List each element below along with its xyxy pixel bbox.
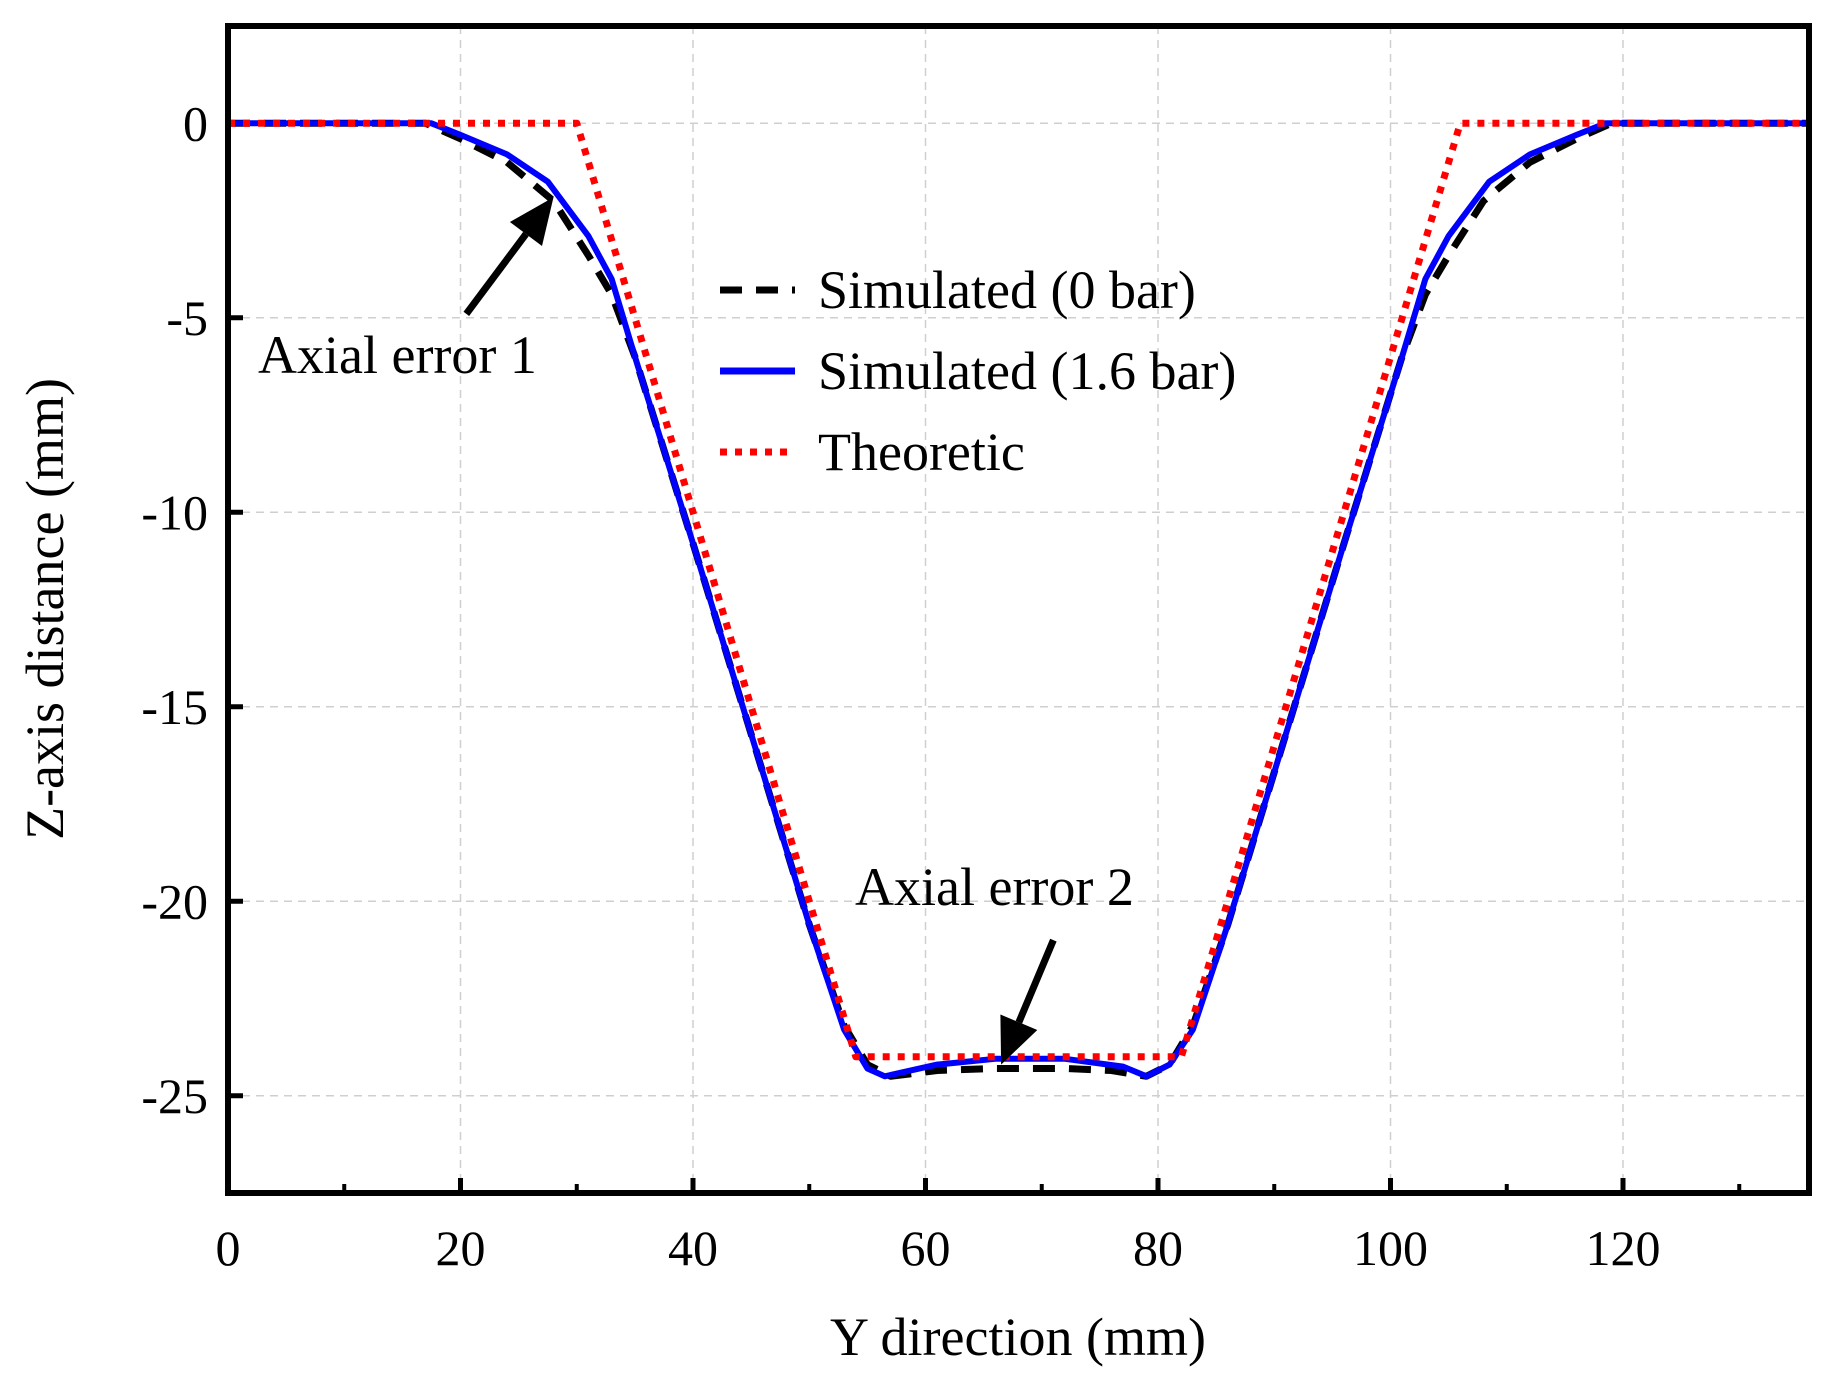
annotation-arrow-head-1 — [509, 197, 554, 246]
grid-lines — [228, 26, 1809, 1193]
series-layer — [228, 119, 1809, 1080]
plot-frame — [225, 23, 1812, 1196]
y-tick-label: -15 — [141, 679, 208, 735]
x-tick-label: 100 — [1353, 1220, 1428, 1276]
legend-label-series-0: Simulated (0 bar) — [818, 260, 1196, 320]
x-tick-labels: 0 20 40 60 80 100 120 — [216, 1220, 1661, 1276]
x-tick-label: 20 — [436, 1220, 486, 1276]
y-tick-label: 0 — [183, 95, 208, 151]
series-line-2 — [228, 119, 1809, 1061]
series-line-1 — [228, 120, 1809, 1080]
x-tick-label: 60 — [901, 1220, 951, 1276]
y-tick-label: -20 — [141, 873, 208, 929]
annotation-arrow-head-2 — [1000, 1014, 1038, 1065]
series-line-0 — [228, 119, 1809, 1080]
legend-label-series-2: Theoretic — [818, 422, 1025, 482]
x-tick-label: 120 — [1586, 1220, 1661, 1276]
annotation-axial-error-2: Axial error 2 — [855, 857, 1134, 917]
annotation-arrow-shaft-2 — [1015, 938, 1057, 1024]
x-tick-label: 40 — [668, 1220, 718, 1276]
y-tick-label: -5 — [166, 290, 208, 346]
y-tick-label: -25 — [141, 1068, 208, 1124]
x-tick-label: 0 — [216, 1220, 241, 1276]
annotation-axial-error-1: Axial error 1 — [258, 325, 537, 385]
y-tick-labels: 0 -5 -10 -15 -20 -25 — [141, 95, 208, 1124]
annotation-arrow-shaft-1 — [463, 231, 529, 316]
y-axis-title: Z-axis distance (mm) — [15, 378, 75, 840]
legend: Simulated (0 bar) Simulated (1.6 bar) Th… — [720, 260, 1236, 482]
x-axis-title: Y direction (mm) — [830, 1307, 1206, 1367]
x-tick-label: 80 — [1133, 1220, 1183, 1276]
annotations: Axial error 1 Axial error 2 — [258, 197, 1134, 1065]
y-tick-label: -10 — [141, 484, 208, 540]
legend-label-series-1: Simulated (1.6 bar) — [818, 341, 1236, 401]
